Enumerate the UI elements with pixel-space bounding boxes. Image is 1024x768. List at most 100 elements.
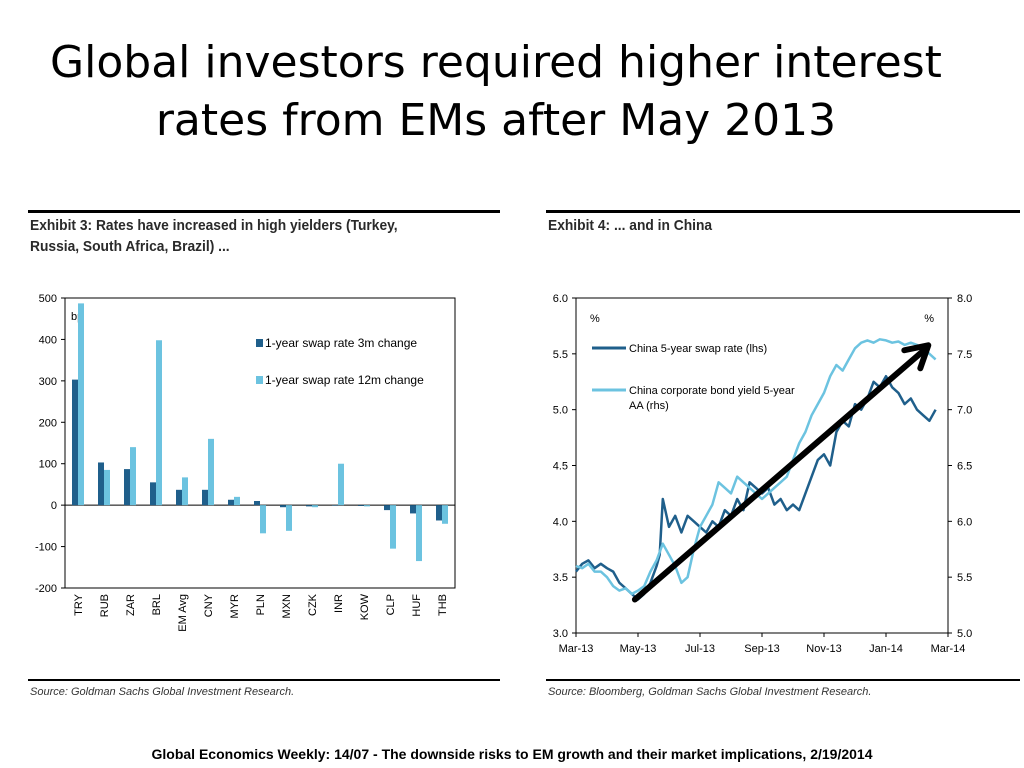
bar	[358, 505, 364, 506]
x-tick-label: CLP	[385, 594, 397, 615]
x-tick-label: RUB	[99, 594, 111, 617]
bar	[130, 447, 136, 506]
y-tick-label: 500	[39, 293, 57, 305]
x-tick-label: KOW	[359, 593, 371, 620]
y-tick-label: 0	[51, 500, 57, 512]
x-tick-label: Mar-14	[931, 643, 966, 655]
rhs-tick-label: 8.0	[957, 293, 972, 305]
rhs-tick-label: 6.5	[957, 461, 972, 473]
legend-swatch	[256, 339, 263, 347]
slide-footer: Global Economics Weekly: 14/07 - The dow…	[151, 746, 873, 762]
y-tick-label: 400	[39, 334, 57, 346]
x-tick-label: PLN	[255, 594, 267, 615]
bar	[254, 501, 260, 506]
bar	[338, 463, 344, 506]
x-tick-label: ZAR	[125, 594, 137, 616]
bar	[78, 303, 84, 506]
y-tick-label: 300	[39, 376, 57, 388]
rhs-tick-label: 5.5	[957, 572, 972, 584]
slide-title-line-1: Global investors required higher interes…	[50, 37, 942, 88]
legend-label: 1-year swap rate 3m change	[265, 336, 417, 350]
legend-label: China corporate bond yield 5-year	[629, 385, 795, 397]
rhs-tick-label: 6.0	[957, 516, 972, 528]
exhibit4-title: Exhibit 4: ... and in China	[548, 217, 713, 234]
y-tick-label: 200	[39, 417, 57, 429]
bar	[260, 505, 266, 534]
bar	[176, 489, 182, 506]
exhibit4-top-rule	[546, 210, 1020, 213]
legend-label: 1-year swap rate 12m change	[265, 373, 424, 387]
lhs-tick-label: 5.5	[553, 349, 568, 361]
bar	[182, 477, 188, 506]
exhibit3-bottom-rule	[28, 679, 500, 681]
line-chart: 3.0 3.5 4.0 4.5 5.0 5.5 6.0 5.0 5.5 6.0 6.5 7.0 7.5 8…	[553, 293, 973, 655]
bar	[104, 469, 110, 506]
exhibit4-source: Source: Bloomberg, Goldman Sachs Global …	[548, 686, 872, 698]
x-tick-label: THB	[437, 594, 449, 616]
x-tick-label: MYR	[229, 594, 241, 619]
exhibit4-bottom-rule	[546, 679, 1020, 681]
bar	[442, 505, 448, 524]
slide-title: Global investors required higher interes…	[0, 34, 1024, 150]
exhibit3-title-line-1: Exhibit 3: Rates have increased in high …	[30, 217, 398, 234]
rhs-unit-label: %	[924, 313, 934, 325]
exhibit3-source: Source: Goldman Sachs Global Investment …	[30, 686, 295, 698]
exhibit3-top-rule	[28, 210, 500, 213]
bar	[286, 505, 292, 531]
lhs-tick-label: 5.0	[553, 405, 568, 417]
x-tick-label: Mar-13	[559, 643, 594, 655]
exhibit3-title-line-2: Russia, South Africa, Brazil) ...	[30, 238, 230, 255]
y-tick-label: -100	[35, 542, 57, 554]
exhibit3-title: Exhibit 3: Rates have increased in high …	[30, 215, 398, 257]
rhs-tick-label: 7.5	[957, 349, 972, 361]
x-tick-label: EM Avg	[177, 594, 189, 632]
x-tick-label: CNY	[203, 593, 215, 617]
x-tick-label: TRY	[73, 593, 85, 615]
x-tick-label: MXN	[281, 594, 293, 619]
bar	[364, 505, 370, 507]
x-tick-label: HUF	[411, 594, 423, 617]
bar	[150, 482, 156, 506]
lhs-tick-label: 4.5	[553, 461, 568, 473]
trend-arrow-head	[901, 342, 932, 372]
lhs-tick-label: 6.0	[553, 293, 568, 305]
x-tick-label: Sep-13	[744, 643, 779, 655]
bar	[228, 499, 234, 506]
bar	[208, 438, 214, 506]
lhs-tick-label: 3.0	[553, 628, 568, 640]
slide-title-line-2: rates from EMs after May 2013	[155, 95, 837, 146]
y-tick-label: -200	[35, 583, 57, 595]
lhs-tick-label: 4.0	[553, 516, 568, 528]
trend-arrow-shaft	[631, 345, 930, 603]
bar	[384, 505, 390, 511]
bar	[124, 469, 130, 506]
lhs-unit-label: %	[590, 313, 600, 325]
legend-swatch	[256, 376, 263, 384]
rhs-tick-label: 5.0	[957, 628, 972, 640]
legend-label: China 5-year swap rate (lhs)	[629, 343, 767, 355]
lhs-tick-label: 3.5	[553, 572, 568, 584]
x-tick-label: CZK	[307, 593, 319, 616]
bar	[436, 505, 442, 521]
bar	[332, 505, 338, 506]
bar	[410, 505, 416, 514]
bar	[72, 379, 78, 506]
legend-label: AA (rhs)	[629, 400, 669, 412]
bar	[416, 505, 422, 562]
bar	[306, 505, 312, 507]
bar	[280, 505, 286, 508]
x-tick-label: INR	[333, 594, 345, 613]
rhs-tick-label: 7.0	[957, 405, 972, 417]
y-tick-label: 100	[39, 459, 57, 471]
bar	[312, 505, 318, 508]
bar	[202, 489, 208, 506]
bar	[234, 496, 240, 506]
series-line	[575, 338, 937, 596]
x-tick-label: May-13	[620, 643, 657, 655]
x-tick-label: BRL	[151, 594, 163, 615]
bar	[98, 462, 104, 506]
x-tick-label: Jul-13	[685, 643, 715, 655]
bar	[390, 505, 396, 549]
bar	[156, 340, 162, 506]
